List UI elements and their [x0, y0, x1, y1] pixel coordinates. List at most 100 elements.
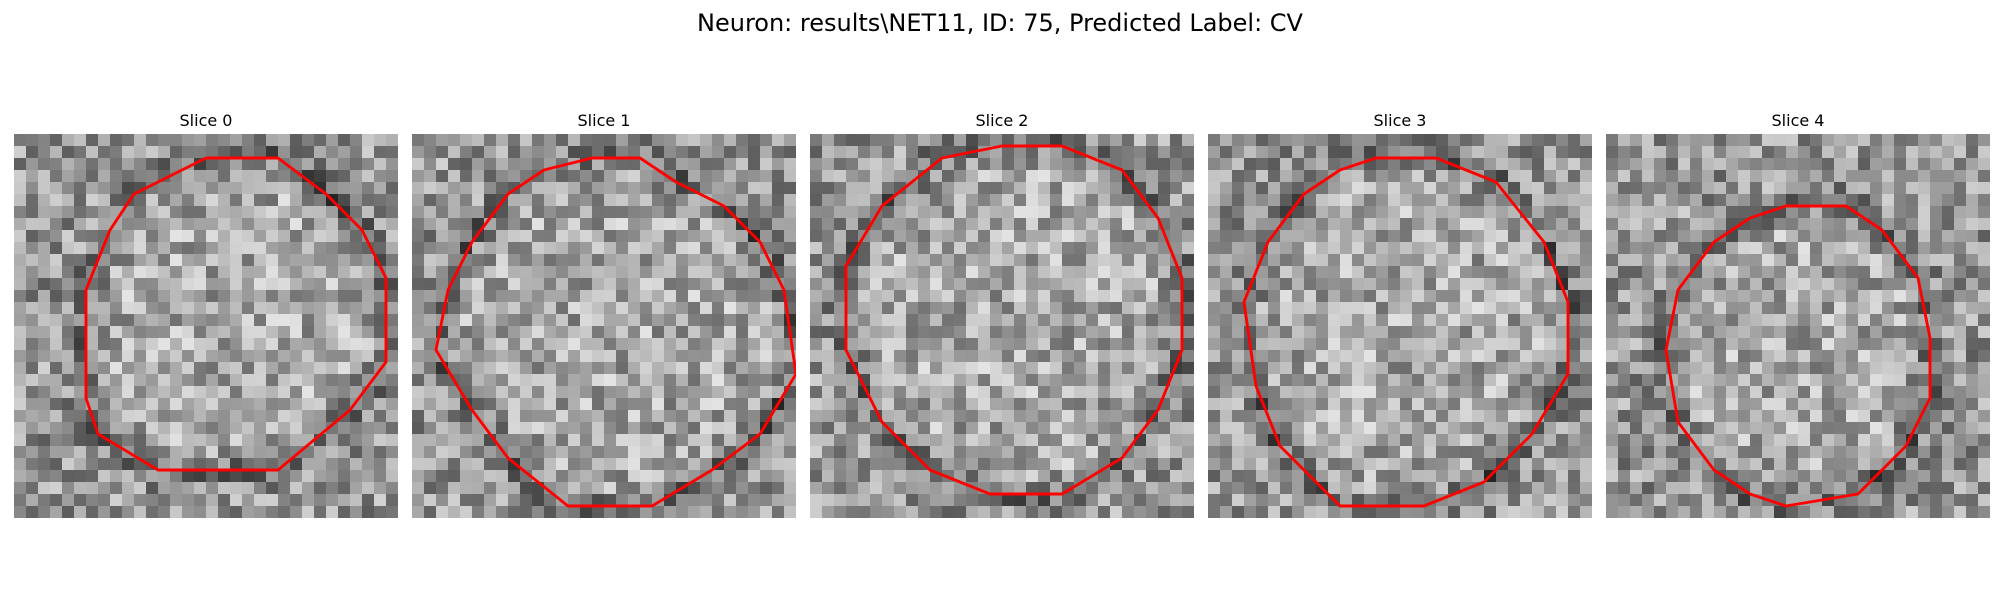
image-pixel — [1014, 314, 1027, 327]
image-pixel — [50, 194, 63, 207]
image-pixel — [834, 206, 847, 219]
image-pixel — [882, 506, 895, 518]
image-pixel — [1400, 506, 1413, 518]
image-pixel — [1630, 158, 1643, 171]
image-pixel — [1942, 242, 1955, 255]
image-pixel — [822, 182, 835, 195]
image-pixel — [1508, 254, 1521, 267]
image-pixel — [520, 206, 533, 219]
image-pixel — [784, 182, 796, 195]
image-pixel — [1942, 170, 1955, 183]
image-pixel — [1340, 170, 1353, 183]
image-pixel — [134, 230, 147, 243]
image-pixel — [412, 182, 425, 195]
image-pixel — [242, 182, 255, 195]
image-pixel — [62, 470, 75, 483]
image-pixel — [1798, 398, 1811, 411]
image-pixel — [1208, 302, 1221, 315]
image-pixel — [266, 398, 279, 411]
image-pixel — [760, 326, 773, 339]
image-pixel — [1026, 386, 1039, 399]
image-pixel — [496, 482, 509, 495]
image-pixel — [1954, 194, 1967, 207]
image-pixel — [38, 134, 51, 147]
image-pixel — [1122, 350, 1135, 363]
image-pixel — [1738, 446, 1751, 459]
image-pixel — [1678, 170, 1691, 183]
image-pixel — [1942, 398, 1955, 411]
image-pixel — [1544, 170, 1557, 183]
image-pixel — [748, 350, 761, 363]
image-pixel — [472, 302, 485, 315]
image-pixel — [1858, 290, 1871, 303]
image-pixel — [580, 314, 593, 327]
image-pixel — [1966, 278, 1979, 291]
image-pixel — [50, 362, 63, 375]
image-pixel — [98, 254, 111, 267]
image-pixel — [1954, 206, 1967, 219]
image-pixel — [1328, 302, 1341, 315]
image-pixel — [990, 230, 1003, 243]
image-pixel — [1038, 278, 1051, 291]
image-pixel — [86, 170, 99, 183]
image-pixel — [1002, 434, 1015, 447]
image-pixel — [412, 506, 425, 518]
image-pixel — [1642, 302, 1655, 315]
image-pixel — [1472, 494, 1485, 507]
image-pixel — [1894, 374, 1907, 387]
image-pixel — [1858, 350, 1871, 363]
image-pixel — [182, 506, 195, 518]
image-pixel — [386, 446, 398, 459]
image-pixel — [1340, 254, 1353, 267]
image-pixel — [748, 470, 761, 483]
image-pixel — [1520, 230, 1533, 243]
image-pixel — [1158, 482, 1171, 495]
image-pixel — [1110, 242, 1123, 255]
image-pixel — [86, 470, 99, 483]
image-pixel — [86, 314, 99, 327]
image-pixel — [556, 254, 569, 267]
image-pixel — [918, 254, 931, 267]
image-pixel — [894, 446, 907, 459]
image-pixel — [1122, 278, 1135, 291]
image-pixel — [760, 314, 773, 327]
image-pixel — [1412, 218, 1425, 231]
image-pixel — [50, 254, 63, 267]
image-pixel — [508, 134, 521, 147]
image-pixel — [906, 158, 919, 171]
image-pixel — [1630, 278, 1643, 291]
image-pixel — [278, 506, 291, 518]
image-pixel — [1014, 146, 1027, 159]
image-pixel — [966, 218, 979, 231]
image-pixel — [1918, 242, 1931, 255]
image-pixel — [1448, 194, 1461, 207]
image-pixel — [664, 158, 677, 171]
image-pixel — [1208, 338, 1221, 351]
image-pixel — [1484, 362, 1497, 375]
image-pixel — [1810, 242, 1823, 255]
image-pixel — [1376, 446, 1389, 459]
image-pixel — [278, 254, 291, 267]
image-pixel — [374, 398, 387, 411]
image-pixel — [326, 302, 339, 315]
image-pixel — [62, 170, 75, 183]
image-pixel — [918, 206, 931, 219]
image-pixel — [1726, 242, 1739, 255]
image-pixel — [158, 470, 171, 483]
image-pixel — [1110, 506, 1123, 518]
image-pixel — [1038, 182, 1051, 195]
image-pixel — [254, 506, 267, 518]
image-pixel — [1412, 230, 1425, 243]
image-pixel — [1954, 398, 1967, 411]
image-pixel — [14, 230, 27, 243]
image-pixel — [50, 134, 63, 147]
image-pixel — [1496, 218, 1509, 231]
image-pixel — [170, 278, 183, 291]
image-pixel — [724, 350, 737, 363]
image-pixel — [1352, 134, 1365, 147]
image-pixel — [1798, 146, 1811, 159]
image-pixel — [1074, 470, 1087, 483]
image-pixel — [122, 158, 135, 171]
image-pixel — [1364, 254, 1377, 267]
image-pixel — [592, 230, 605, 243]
